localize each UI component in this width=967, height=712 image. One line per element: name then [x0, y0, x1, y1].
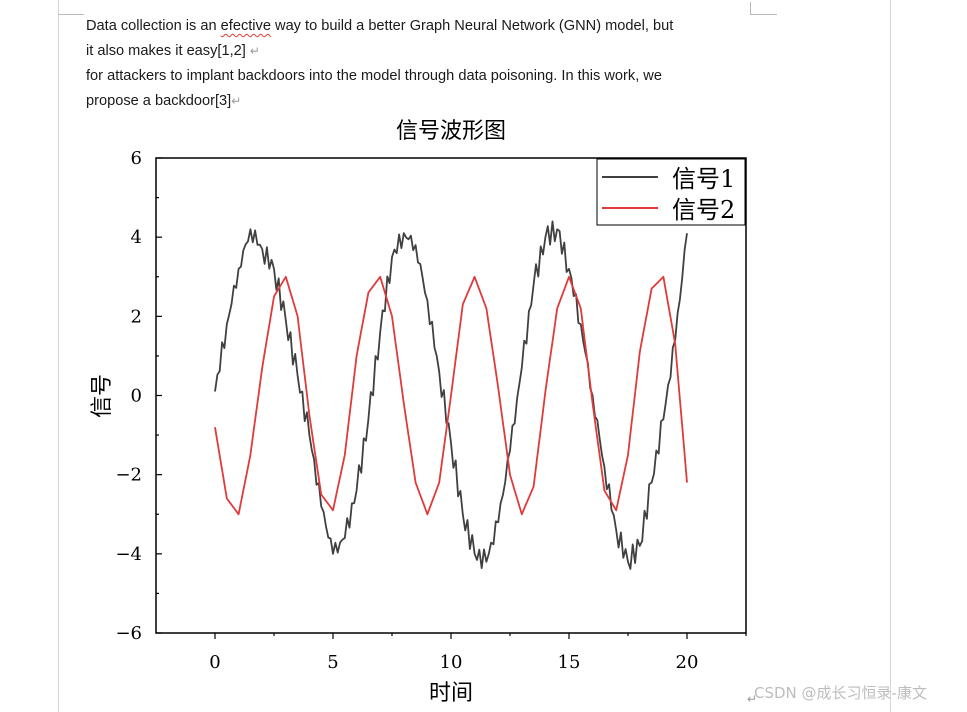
series-group [214, 220, 688, 570]
x-tick-label: 20 [676, 652, 699, 673]
y-tick-label: −4 [115, 544, 142, 565]
series-line-signal-1 [214, 220, 688, 570]
end-paragraph-mark: ↵ [747, 692, 758, 706]
paragraph-mark: ↵ [231, 94, 242, 108]
margin-corner-top-left [58, 2, 84, 15]
legend-entry-signal-1: 信号1 [672, 165, 735, 193]
margin-corner-top-right [750, 2, 777, 15]
paragraph-1-text-before: Data collection is an [86, 18, 221, 34]
paragraph-1-line-2: it also makes it easy[1,2] [86, 43, 246, 59]
y-tick-labels: 6 4 2 0 −2 −4 −6 [115, 148, 142, 644]
legend-entry-signal-2: 信号2 [672, 196, 735, 224]
y-tick-label: 2 [131, 306, 142, 327]
x-tick-label: 5 [327, 652, 338, 673]
y-axis-label: 信号 [90, 374, 115, 418]
y-tick-label: 0 [131, 386, 142, 407]
paragraph-1[interactable]: Data collection is an efective way to bu… [86, 14, 750, 64]
series-line-signal-2 [214, 275, 688, 516]
page-left-border [58, 0, 59, 712]
x-tick-label: 15 [558, 652, 581, 673]
y-tick-label: 4 [131, 227, 142, 248]
paragraph-2-line-2: propose a backdoor[3] [86, 93, 232, 109]
legend: 信号1 信号2 [596, 158, 746, 226]
x-axis-label: 时间 [429, 681, 473, 706]
chart-title: 信号波形图 [396, 119, 506, 144]
paragraph-mark: ↵ [249, 44, 260, 58]
plot-frame [155, 157, 747, 634]
paragraph-2[interactable]: for attackers to implant backdoors into … [86, 64, 750, 114]
watermark: CSDN @成长习恒录-康文 [754, 684, 927, 702]
x-tick-labels: 0 5 10 15 20 [209, 652, 698, 673]
y-tick-label: 6 [131, 148, 142, 169]
x-tick-label: 10 [440, 652, 463, 673]
legend-box [596, 158, 746, 226]
misspelled-word[interactable]: efective [220, 18, 271, 34]
x-tick-label: 0 [209, 652, 220, 673]
y-tick-label: −6 [115, 623, 142, 644]
page-right-border [890, 0, 891, 712]
y-tick-label: −2 [115, 465, 142, 486]
paragraph-2-line-1: for attackers to implant backdoors into … [86, 68, 662, 84]
paragraph-1-text-after: way to build a better Graph Neural Netwo… [270, 18, 674, 34]
